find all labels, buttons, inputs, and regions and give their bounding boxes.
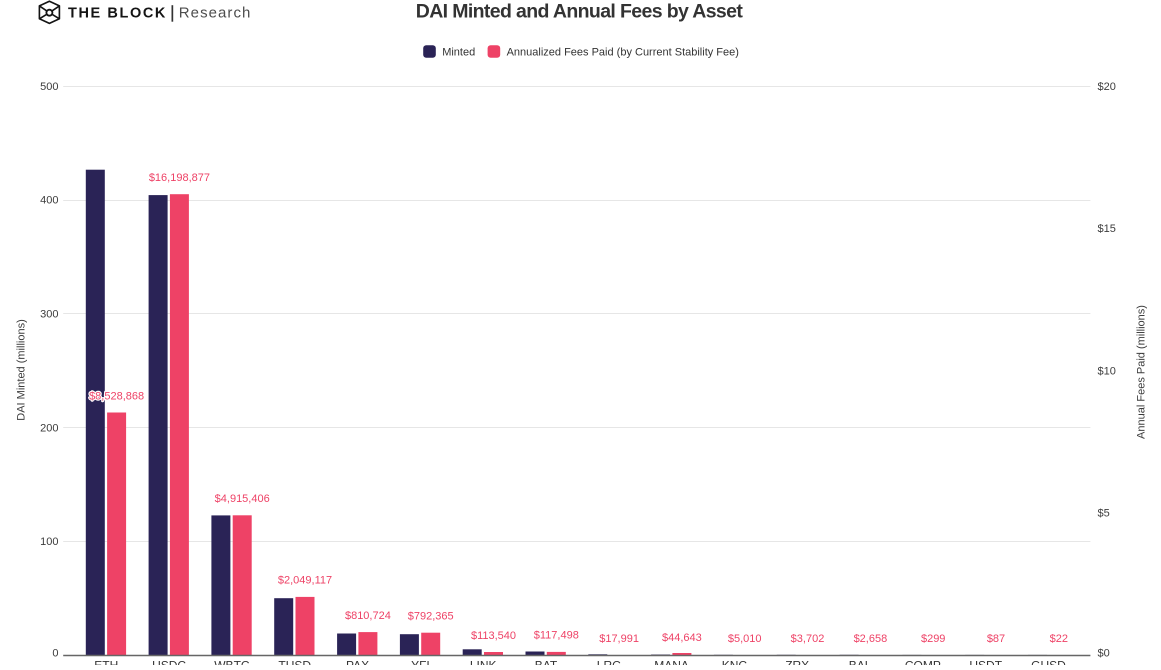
- svg-text:$810,724: $810,724: [345, 610, 391, 622]
- svg-text:$4,915,406: $4,915,406: [215, 493, 270, 505]
- svg-text:500: 500: [40, 81, 58, 93]
- svg-text:$8,528,868: $8,528,868: [89, 390, 144, 402]
- svg-text:GUSD: GUSD: [1031, 659, 1066, 666]
- svg-text:$2,658: $2,658: [854, 633, 888, 645]
- svg-text:BAL: BAL: [849, 659, 872, 666]
- svg-text:LRC: LRC: [597, 659, 621, 666]
- svg-text:Annual Fees Paid (millions): Annual Fees Paid (millions): [1136, 305, 1148, 439]
- svg-text:COMP: COMP: [905, 659, 941, 666]
- svg-text:USDT: USDT: [969, 659, 1002, 666]
- svg-text:$17,991: $17,991: [599, 633, 639, 645]
- svg-text:$0: $0: [1098, 648, 1110, 660]
- svg-text:$299: $299: [921, 633, 945, 645]
- svg-text:DAI Minted and Annual Fees by: DAI Minted and Annual Fees by Asset: [416, 1, 744, 23]
- svg-text:$87: $87: [987, 633, 1005, 645]
- svg-text:$20: $20: [1098, 81, 1116, 93]
- svg-text:$5,010: $5,010: [728, 633, 762, 645]
- svg-text:$3,702: $3,702: [791, 633, 825, 645]
- svg-text:$792,365: $792,365: [408, 611, 454, 623]
- svg-text:$2,049,117: $2,049,117: [278, 575, 332, 587]
- svg-text:YFI: YFI: [411, 659, 430, 666]
- svg-text:BAT: BAT: [535, 659, 558, 666]
- svg-text:Annualized Fees Paid (by Curre: Annualized Fees Paid (by Current Stabili…: [507, 46, 739, 58]
- svg-text:100: 100: [40, 536, 58, 548]
- svg-text:KNC: KNC: [722, 659, 748, 666]
- svg-text:ZRX: ZRX: [785, 659, 809, 666]
- svg-text:MANA: MANA: [654, 659, 689, 666]
- svg-text:$10: $10: [1098, 365, 1116, 377]
- svg-text:$117,498: $117,498: [534, 630, 579, 642]
- svg-text:WBTC: WBTC: [214, 659, 250, 666]
- svg-text:200: 200: [40, 422, 58, 434]
- svg-text:Research: Research: [179, 5, 252, 22]
- svg-text:$5: $5: [1098, 508, 1110, 520]
- svg-text:$15: $15: [1098, 223, 1116, 235]
- svg-text:DAI Minted (millions): DAI Minted (millions): [16, 319, 28, 420]
- svg-text:400: 400: [40, 195, 58, 207]
- svg-text:THE BLOCK: THE BLOCK: [68, 6, 167, 22]
- svg-text:$113,540: $113,540: [471, 630, 516, 642]
- svg-text:PAX: PAX: [346, 659, 369, 666]
- svg-text:USDC: USDC: [152, 659, 186, 666]
- svg-text:$22: $22: [1050, 633, 1068, 645]
- svg-text:300: 300: [40, 309, 58, 321]
- svg-text:0: 0: [52, 648, 58, 660]
- svg-text:$44,643: $44,643: [662, 632, 702, 644]
- svg-text:ETH: ETH: [94, 659, 118, 666]
- svg-text:Minted: Minted: [442, 46, 475, 58]
- svg-text:$16,198,877: $16,198,877: [149, 172, 210, 184]
- svg-text:TUSD: TUSD: [278, 659, 311, 666]
- svg-text:LINK: LINK: [470, 659, 497, 666]
